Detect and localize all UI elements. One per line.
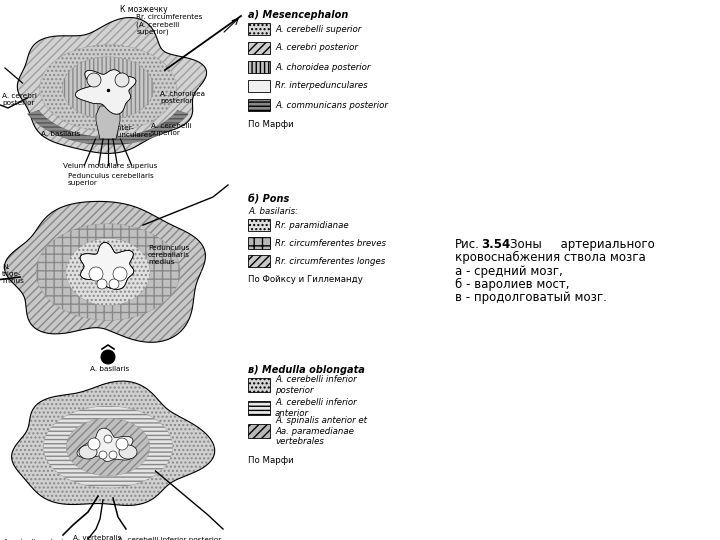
Polygon shape [66, 239, 150, 306]
Polygon shape [76, 70, 136, 114]
Text: Rr. paramidianae: Rr. paramidianae [275, 220, 348, 230]
Polygon shape [96, 106, 120, 139]
Text: Rr. circumferentes breves: Rr. circumferentes breves [275, 239, 386, 247]
Text: Pedunculus cerebellaris
superior: Pedunculus cerebellaris superior [68, 173, 154, 186]
Text: a) Mesencephalon: a) Mesencephalon [248, 10, 348, 20]
Polygon shape [4, 201, 205, 342]
Polygon shape [99, 451, 107, 459]
Text: A. cerebri
posterior: A. cerebri posterior [2, 93, 37, 106]
Text: A. basilaris: A. basilaris [90, 366, 130, 372]
Polygon shape [43, 406, 173, 488]
Polygon shape [12, 381, 215, 505]
Polygon shape [97, 279, 107, 289]
Bar [248, 23, 270, 35]
Text: N.
trige-
minus: N. trige- minus [2, 264, 24, 284]
Polygon shape [17, 17, 207, 153]
Polygon shape [88, 438, 100, 450]
Polygon shape [116, 438, 128, 450]
Polygon shape [115, 73, 129, 87]
Bar [248, 42, 270, 54]
Text: По Фойксу и Гиллеманду: По Фойксу и Гиллеманду [248, 275, 363, 284]
Bar [248, 99, 270, 111]
Text: Rr. interpedunculares: Rr. interpedunculares [275, 82, 368, 91]
Polygon shape [104, 435, 112, 443]
Text: в) Medulla oblongata: в) Medulla oblongata [248, 365, 365, 375]
Bar [248, 255, 270, 267]
Polygon shape [79, 445, 97, 459]
Bar [248, 80, 270, 92]
Circle shape [101, 350, 115, 364]
Text: A. cerebelli superior: A. cerebelli superior [275, 24, 361, 33]
Text: A. choroidea posterior: A. choroidea posterior [275, 63, 370, 71]
Polygon shape [109, 279, 119, 289]
Polygon shape [40, 45, 176, 131]
Polygon shape [36, 224, 180, 320]
Bar [248, 401, 270, 415]
Text: A. choroidea
posterior: A. choroidea posterior [161, 91, 205, 104]
Text: Рис.: Рис. [455, 238, 480, 251]
Bar [248, 424, 270, 438]
Text: A. basilaris: A. basilaris [41, 131, 80, 137]
Text: По Марфи: По Марфи [248, 456, 294, 465]
Text: A. cerebelli inferior
posterior: A. cerebelli inferior posterior [275, 375, 356, 395]
Text: в - продолговатый мозг.: в - продолговатый мозг. [455, 291, 607, 304]
Polygon shape [119, 445, 137, 459]
Polygon shape [17, 17, 207, 153]
Text: кровоснабжения ствола мозга: кровоснабжения ствола мозга [455, 251, 646, 264]
Text: A. spinalis anterior et
Aa. paramedianae
vertebrales: A. spinalis anterior et Aa. paramedianae… [275, 416, 367, 446]
Text: A. communicans posterior: A. communicans posterior [275, 100, 388, 110]
Polygon shape [113, 267, 127, 281]
Polygon shape [66, 418, 150, 476]
Text: 3.54: 3.54 [481, 238, 510, 251]
Polygon shape [77, 428, 133, 461]
Text: Velum modullare superius: Velum modullare superius [63, 163, 158, 169]
Polygon shape [109, 451, 117, 459]
Text: A. spinalis anterior: A. spinalis anterior [2, 539, 70, 540]
Polygon shape [80, 242, 134, 289]
Text: а - средний мозг,: а - средний мозг, [455, 265, 563, 278]
Polygon shape [63, 57, 153, 119]
Text: A. cerebelli inferior
anterior: A. cerebelli inferior anterior [275, 399, 356, 418]
Bar [248, 61, 270, 73]
Bar [248, 237, 270, 249]
Text: Rr. inter-
pedunculares: Rr. inter- pedunculares [103, 125, 152, 138]
Text: A. basilaris:: A. basilaris: [248, 207, 298, 216]
Text: Pedunculus
cereballaris
medius: Pedunculus cereballaris medius [148, 245, 190, 265]
Text: Rr. circumferentes
(A. cerebelli
superior): Rr. circumferentes (A. cerebelli superio… [137, 14, 203, 35]
Text: б) Pons: б) Pons [248, 195, 289, 205]
Text: К мозжечку: К мозжечку [120, 5, 168, 14]
Bar [248, 378, 270, 392]
Polygon shape [12, 381, 215, 505]
Text: A. vertebralis: A. vertebralis [73, 535, 121, 540]
Text: A. cerebri posterior: A. cerebri posterior [275, 44, 358, 52]
Text: A. cerebelli inferior posterior: A. cerebelli inferior posterior [118, 537, 221, 540]
Polygon shape [27, 110, 189, 145]
Bar [248, 219, 270, 231]
Text: Зоны     артериального: Зоны артериального [510, 238, 654, 251]
Text: б - варолиев мост,: б - варолиев мост, [455, 278, 570, 291]
Polygon shape [89, 267, 103, 281]
Text: Rr. circumferentes longes: Rr. circumferentes longes [275, 256, 385, 266]
Polygon shape [4, 201, 205, 342]
Text: По Марфи: По Марфи [248, 120, 294, 129]
Text: A. cerebelli
superior: A. cerebelli superior [150, 123, 191, 136]
Polygon shape [87, 73, 101, 87]
